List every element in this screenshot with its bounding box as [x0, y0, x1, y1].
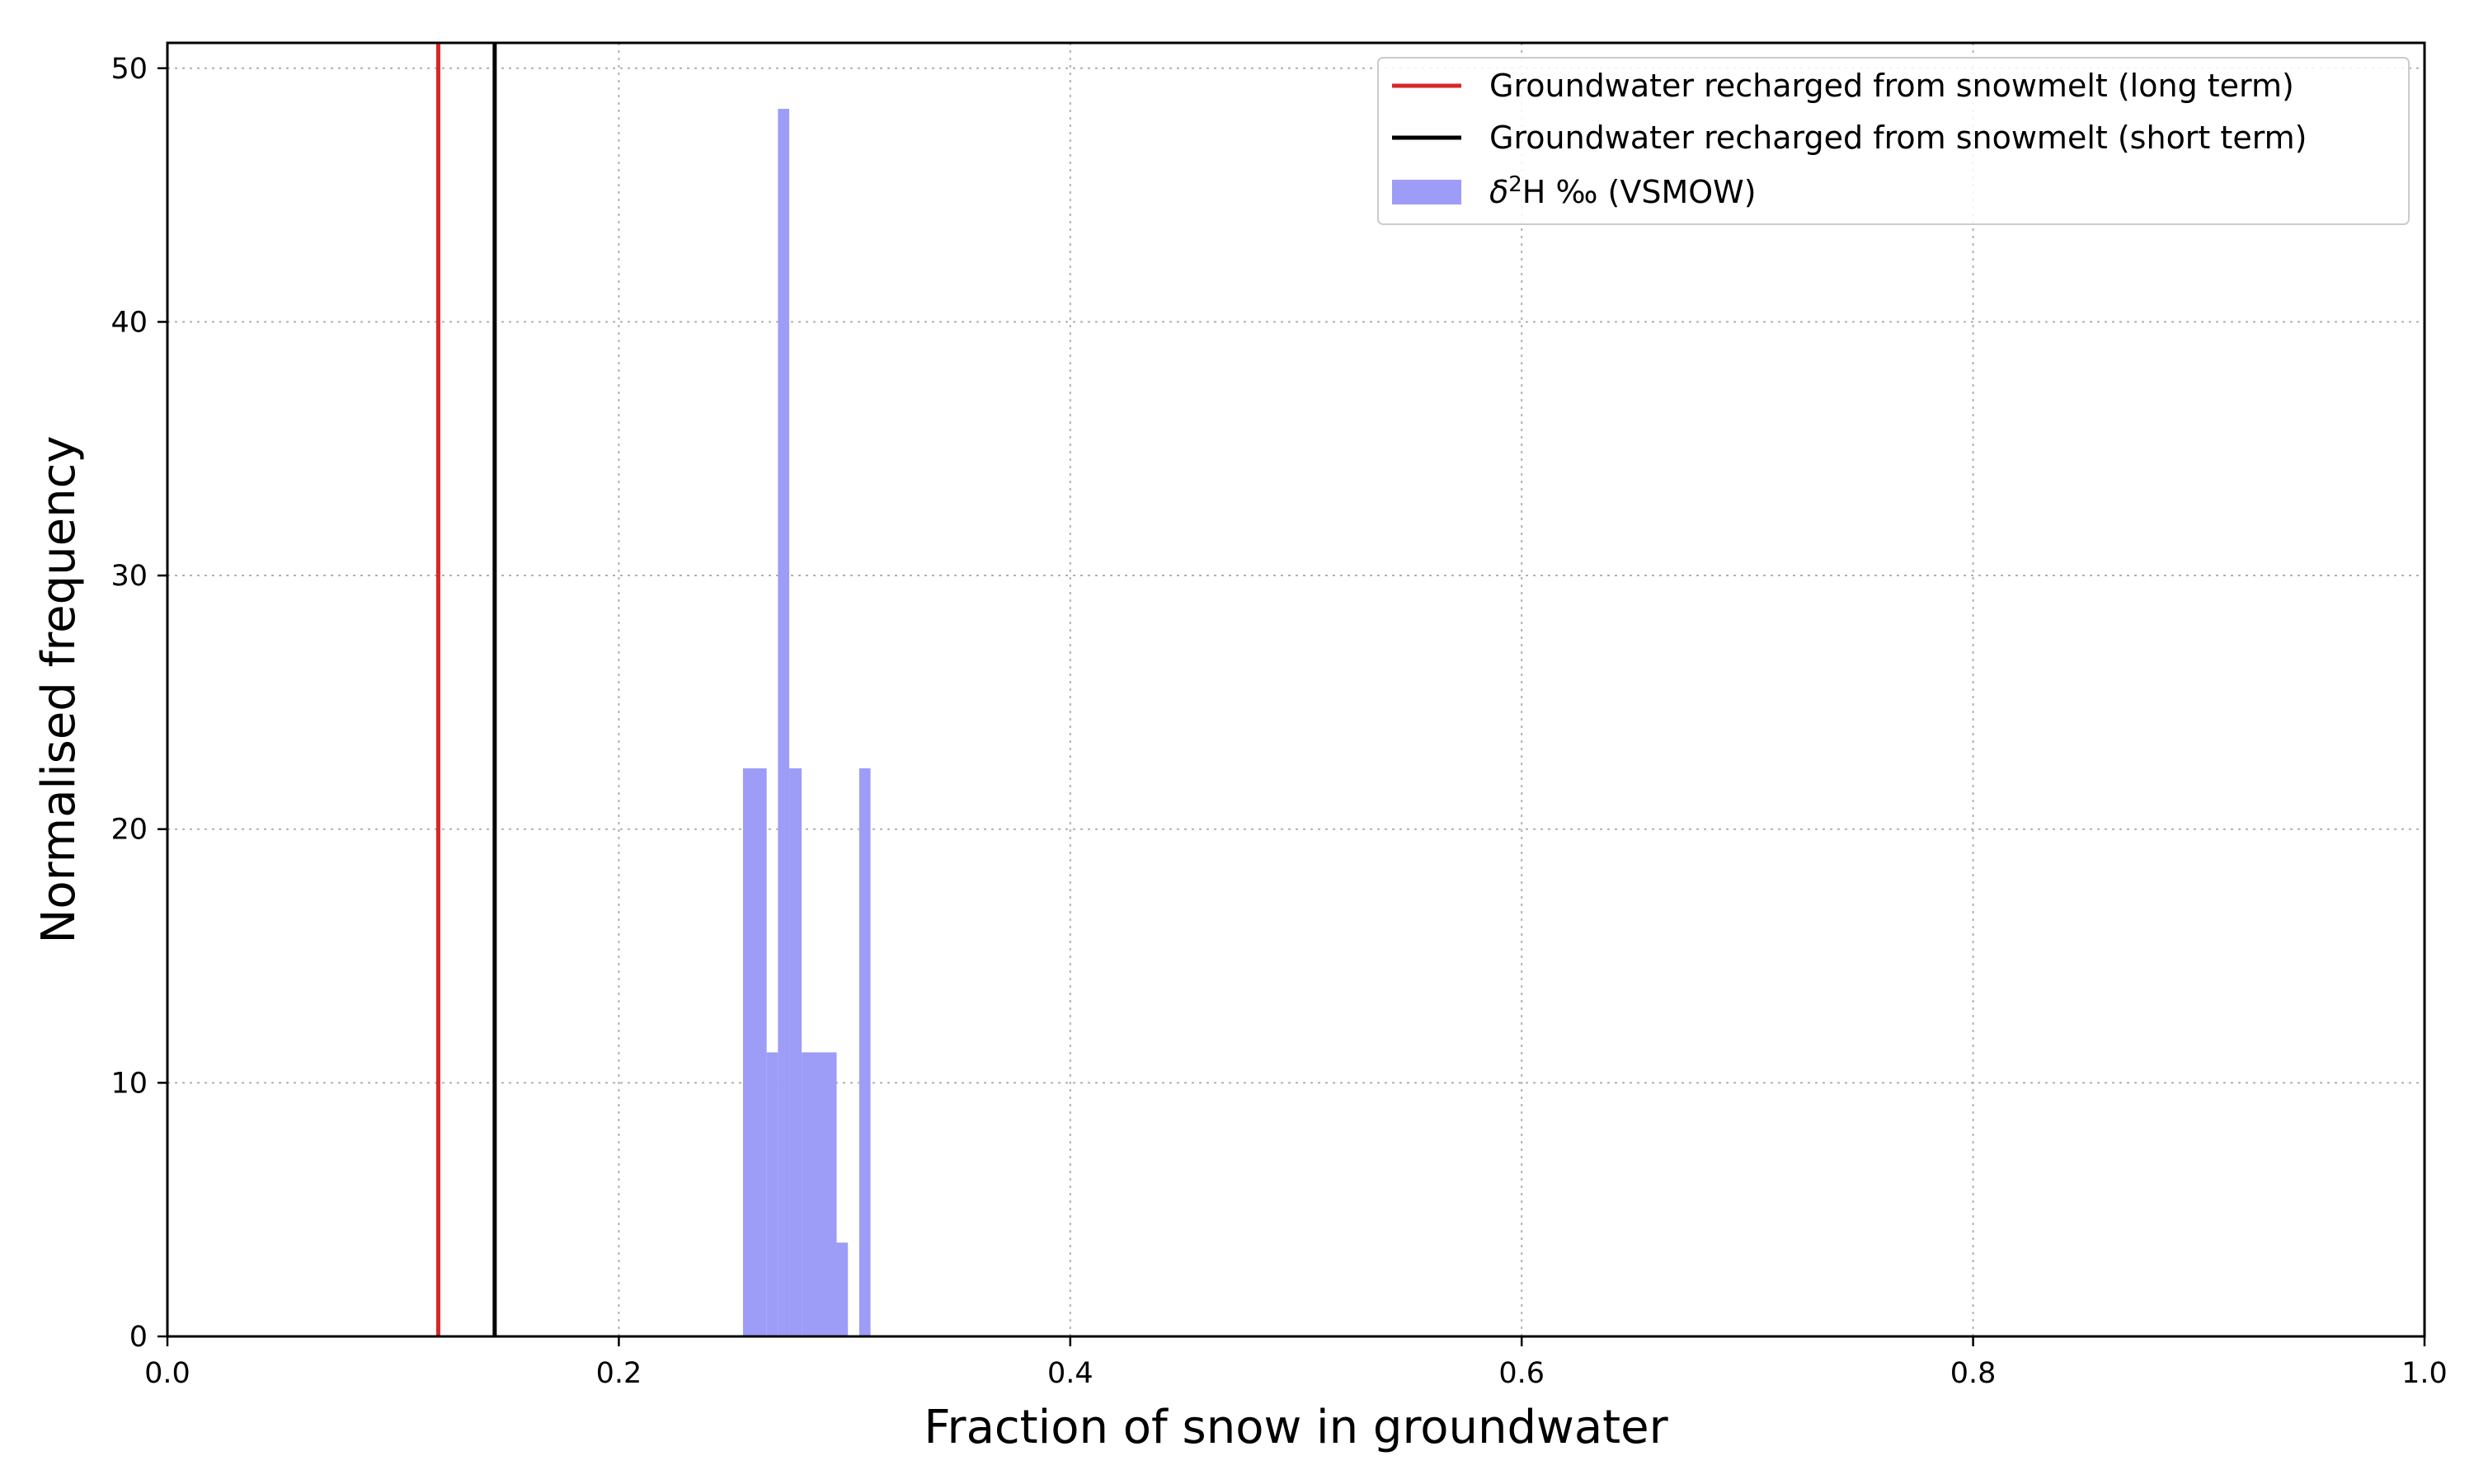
- legend-histogram-superscript: 2: [1508, 172, 1522, 197]
- legend-histogram-prefix: δ: [1489, 174, 1508, 210]
- histogram-bar-2: [778, 108, 790, 1336]
- histogram-bars: [742, 108, 871, 1336]
- x-tick-label-5: 1.0: [2401, 1357, 2448, 1390]
- histogram-bar-5: [836, 1242, 849, 1336]
- y-tick-label-4: 40: [111, 306, 148, 339]
- x-tick-label-4: 0.8: [1950, 1357, 1997, 1390]
- y-tick-label-3: 30: [111, 560, 148, 593]
- y-tick-label-5: 50: [111, 53, 148, 86]
- plot-frame: [166, 41, 2426, 1338]
- histogram-bar-3: [789, 768, 802, 1336]
- histogram-bar-0: [742, 768, 767, 1336]
- x-tick-label-0: 0.0: [144, 1357, 190, 1390]
- y-tick-label-0: 0: [129, 1321, 148, 1354]
- x-tick-label-1: 0.2: [596, 1357, 642, 1390]
- x-axis-label: Fraction of snow in groundwater: [924, 1401, 1668, 1454]
- legend-entry-short-term: Groundwater recharged from snowmelt (sho…: [1489, 120, 2307, 156]
- x-tick-label-2: 0.4: [1047, 1357, 1094, 1390]
- x-axis-ticks: 0.0 0.2 0.4 0.6 0.8 1.0: [144, 1336, 2448, 1390]
- x-tick-label-3: 0.6: [1498, 1357, 1545, 1390]
- legend-swatch-histogram: [1392, 180, 1461, 204]
- legend-histogram-suffix: H ‰ (VSMOW): [1522, 174, 1757, 210]
- histogram-bar-1: [766, 1052, 778, 1336]
- y-axis-ticks: 0 10 20 30 40 50: [111, 53, 167, 1354]
- y-tick-label-1: 10: [111, 1067, 148, 1100]
- legend: Groundwater recharged from snowmelt (lon…: [1377, 57, 2410, 225]
- legend-entry-histogram: δ2H ‰ (VSMOW): [1489, 172, 1757, 210]
- y-tick-label-2: 20: [111, 814, 148, 847]
- histogram-bar-7: [858, 768, 871, 1336]
- reference-lines: [435, 43, 497, 1336]
- y-axis-label: Normalised frequency: [32, 435, 86, 943]
- histogram-bar-4: [802, 1052, 837, 1336]
- legend-box: [1377, 57, 2410, 225]
- legend-entry-long-term: Groundwater recharged from snowmelt (lon…: [1489, 68, 2294, 104]
